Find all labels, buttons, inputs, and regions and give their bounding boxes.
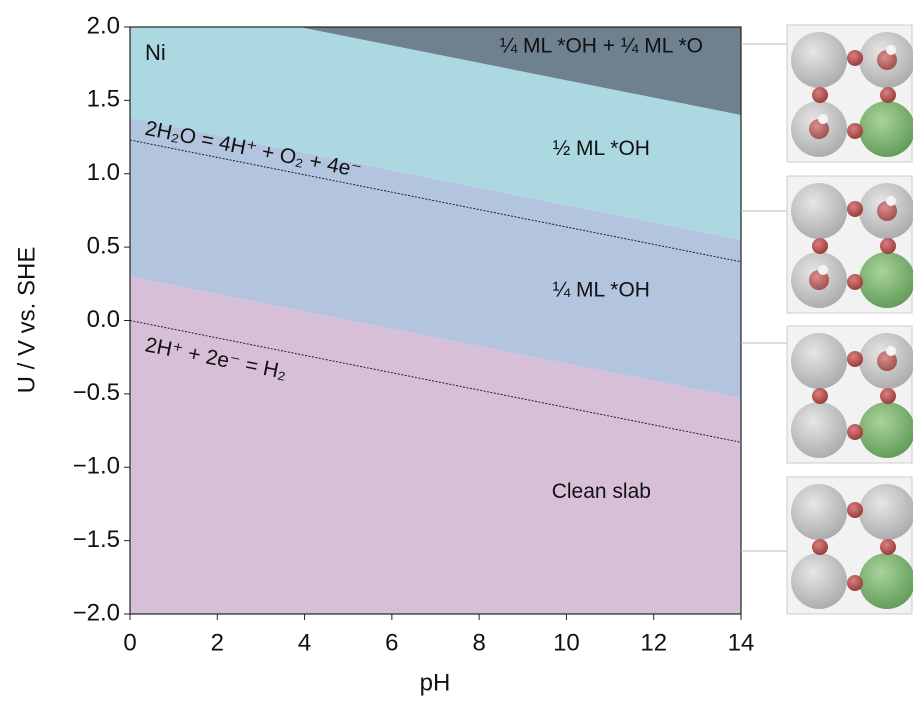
plot-area — [130, 27, 741, 614]
oxygen-atom — [812, 388, 828, 404]
oxygen-atom — [880, 87, 896, 103]
y-tick-label: −1.5 — [73, 526, 120, 553]
y-tick-label: 1.0 — [87, 159, 120, 186]
oxygen-atom — [847, 424, 863, 440]
structure-panels — [741, 24, 913, 615]
y-tick-label: 2.0 — [87, 12, 120, 39]
atom — [791, 333, 847, 389]
oxygen-atom — [847, 502, 863, 518]
atom — [791, 553, 847, 609]
oxygen-atom — [847, 201, 863, 217]
atom — [791, 183, 847, 239]
x-tick-label: 4 — [298, 629, 311, 656]
oxygen-atom — [847, 50, 863, 66]
phase-region — [130, 276, 741, 614]
hydrogen-atom — [886, 45, 896, 55]
x-tick-label: 14 — [728, 629, 755, 656]
phase-label: ¼ ML *OH — [553, 279, 650, 302]
oxygen-atom — [877, 351, 897, 371]
hydrogen-atom — [886, 196, 896, 206]
phase-label: ¼ ML *OH + ¼ ML *O — [500, 35, 703, 58]
water-line — [130, 139, 741, 263]
phase-label: ½ ML *OH — [553, 137, 650, 160]
hydrogen-atom — [886, 346, 896, 356]
y-tick-label: −0.5 — [73, 379, 120, 406]
y-tick-label: 0.0 — [87, 306, 120, 333]
atom — [859, 402, 913, 458]
oxygen-atom — [880, 539, 896, 555]
oxygen-atom — [847, 575, 863, 591]
x-tick-label: 8 — [472, 629, 485, 656]
y-tick-label: −2.0 — [73, 599, 120, 626]
oxygen-atom — [809, 119, 829, 139]
oxygen-atom — [880, 238, 896, 254]
annotation: Ni — [145, 40, 166, 65]
y-tick-label: 1.5 — [87, 86, 120, 113]
atom — [791, 32, 847, 88]
oxygen-atom — [812, 87, 828, 103]
oxygen-atom — [877, 50, 897, 70]
atom — [859, 484, 913, 540]
oxygen-atom — [880, 388, 896, 404]
atom — [791, 484, 847, 540]
phase-region — [130, 117, 741, 399]
phase-region — [299, 27, 741, 116]
x-tick-label: 10 — [553, 629, 580, 656]
y-tick-label: 0.5 — [87, 232, 120, 259]
atom — [859, 252, 913, 308]
x-tick-label: 0 — [123, 629, 136, 656]
x-tick-label: 2 — [211, 629, 224, 656]
atom — [859, 553, 913, 609]
oxygen-atom — [847, 123, 863, 139]
y-tick-label: −1.0 — [73, 453, 120, 480]
water-line — [130, 320, 741, 443]
oxygen-atom — [877, 201, 897, 221]
oxygen-atom — [812, 539, 828, 555]
hydrogen-atom — [818, 265, 828, 275]
phase-label: Clean slab — [552, 480, 651, 503]
phase-region — [130, 27, 741, 240]
hydrogen-atom — [818, 114, 828, 124]
x-axis-label: pH — [420, 669, 451, 696]
x-tick-label: 12 — [640, 629, 667, 656]
oxygen-atom — [812, 238, 828, 254]
atom — [791, 402, 847, 458]
oxygen-atom — [847, 351, 863, 367]
x-tick-label: 6 — [385, 629, 398, 656]
oxygen-atom — [847, 274, 863, 290]
atom — [859, 101, 913, 157]
oxygen-atom — [809, 270, 829, 290]
y-axis-label: U / V vs. SHE — [13, 247, 40, 394]
